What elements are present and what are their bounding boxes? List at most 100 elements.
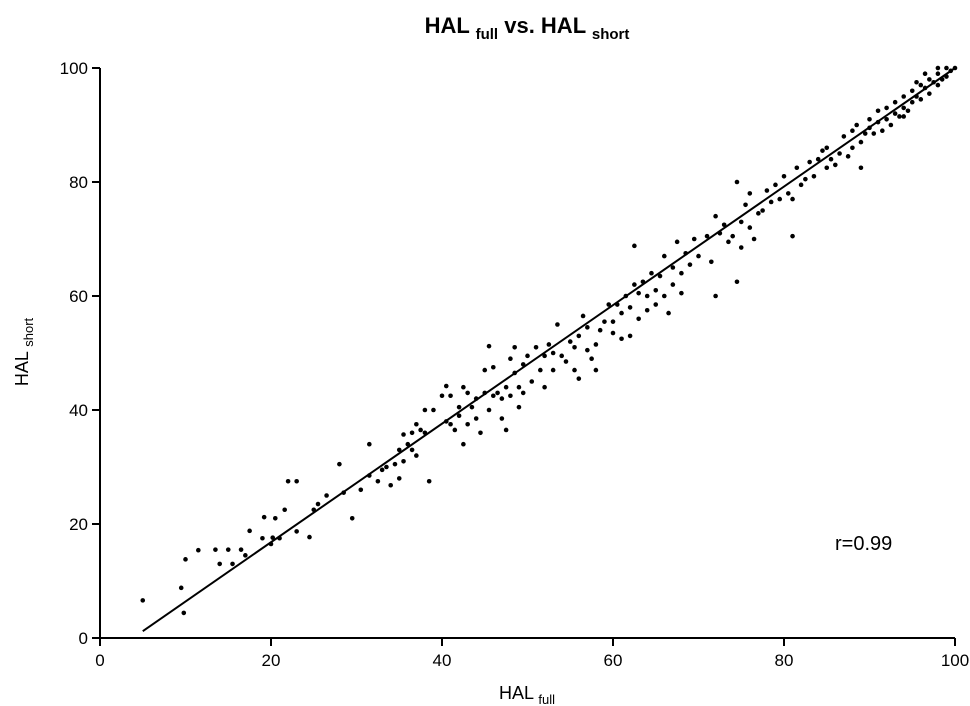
data-point xyxy=(461,384,466,390)
data-point xyxy=(448,421,453,427)
data-point xyxy=(550,350,556,356)
data-point xyxy=(922,85,928,91)
data-point xyxy=(452,427,458,433)
data-point xyxy=(850,145,855,151)
data-point xyxy=(183,557,188,562)
data-point xyxy=(909,88,915,94)
data-point xyxy=(422,407,428,413)
data-point xyxy=(909,99,915,105)
data-point xyxy=(867,125,872,131)
data-point xyxy=(409,447,415,453)
data-point xyxy=(709,259,714,265)
data-point xyxy=(396,447,402,453)
data-point xyxy=(875,119,881,125)
data-point xyxy=(901,105,906,111)
data-point xyxy=(572,345,577,350)
data-point xyxy=(448,393,453,399)
data-point xyxy=(875,108,881,114)
data-point xyxy=(546,342,552,347)
chart-title-part-2: vs. HAL xyxy=(504,13,586,38)
data-point xyxy=(443,383,449,389)
chart-title-sub-2: short xyxy=(592,26,630,43)
data-point xyxy=(379,467,385,473)
data-point xyxy=(585,325,590,330)
data-point xyxy=(803,176,808,182)
data-point xyxy=(473,416,479,421)
data-point xyxy=(674,239,680,245)
data-point xyxy=(508,356,513,362)
x-ticks: 0 20 40 60 80 100 xyxy=(95,638,969,670)
data-point xyxy=(841,134,847,139)
x-axis-label: HAL full xyxy=(499,683,555,706)
data-point xyxy=(730,233,735,239)
data-point xyxy=(465,421,470,427)
data-point xyxy=(178,585,184,591)
data-point xyxy=(662,253,667,259)
data-point xyxy=(520,390,526,396)
data-point xyxy=(828,156,834,162)
data-point xyxy=(747,191,753,196)
data-point xyxy=(294,529,299,534)
data-point xyxy=(593,342,599,347)
data-point xyxy=(918,82,924,88)
data-point xyxy=(196,547,201,553)
x-tick-label: 20 xyxy=(262,651,281,670)
data-point xyxy=(533,345,539,350)
data-point xyxy=(897,114,902,119)
data-point xyxy=(858,165,864,171)
data-point xyxy=(495,390,500,396)
data-point xyxy=(683,250,688,256)
data-point xyxy=(520,362,526,367)
data-point xyxy=(670,282,676,287)
x-tick-label: 100 xyxy=(941,651,969,670)
data-point xyxy=(901,114,906,119)
data-point xyxy=(572,367,577,373)
data-point xyxy=(884,117,889,122)
y-tick-label: 0 xyxy=(79,629,88,648)
data-point xyxy=(491,364,496,370)
data-point xyxy=(854,122,859,128)
data-point xyxy=(516,384,522,390)
data-point xyxy=(431,407,436,413)
data-point xyxy=(606,302,612,307)
data-point xyxy=(927,77,932,82)
data-point xyxy=(734,179,740,185)
y-tick-label: 60 xyxy=(69,287,88,306)
data-point xyxy=(272,516,278,521)
data-point xyxy=(567,339,573,344)
data-point xyxy=(687,262,693,267)
data-point xyxy=(396,476,402,481)
data-point xyxy=(285,478,291,484)
data-point xyxy=(824,145,830,151)
data-point xyxy=(918,97,924,102)
data-point xyxy=(512,345,517,350)
data-point xyxy=(499,396,505,401)
data-point xyxy=(820,148,825,153)
data-point xyxy=(862,131,868,136)
data-point xyxy=(931,79,936,85)
data-point xyxy=(238,547,244,552)
data-point xyxy=(307,534,312,540)
data-point xyxy=(261,514,267,520)
data-point xyxy=(627,333,633,339)
x-tick-label: 0 xyxy=(95,651,104,670)
data-point xyxy=(704,233,710,239)
y-axis-label: HAL short xyxy=(12,317,36,386)
data-point xyxy=(268,541,274,547)
data-point xyxy=(503,427,509,433)
data-point xyxy=(871,131,877,136)
data-point xyxy=(713,293,718,299)
data-point xyxy=(341,490,346,495)
data-point xyxy=(798,182,804,188)
data-point xyxy=(781,174,787,179)
data-point xyxy=(576,376,582,381)
data-point xyxy=(901,94,906,99)
data-point xyxy=(418,427,423,433)
data-point xyxy=(721,222,727,228)
data-point xyxy=(525,353,530,359)
data-point xyxy=(512,370,517,376)
data-point xyxy=(935,71,941,76)
data-point xyxy=(349,516,355,521)
data-point xyxy=(465,390,470,396)
